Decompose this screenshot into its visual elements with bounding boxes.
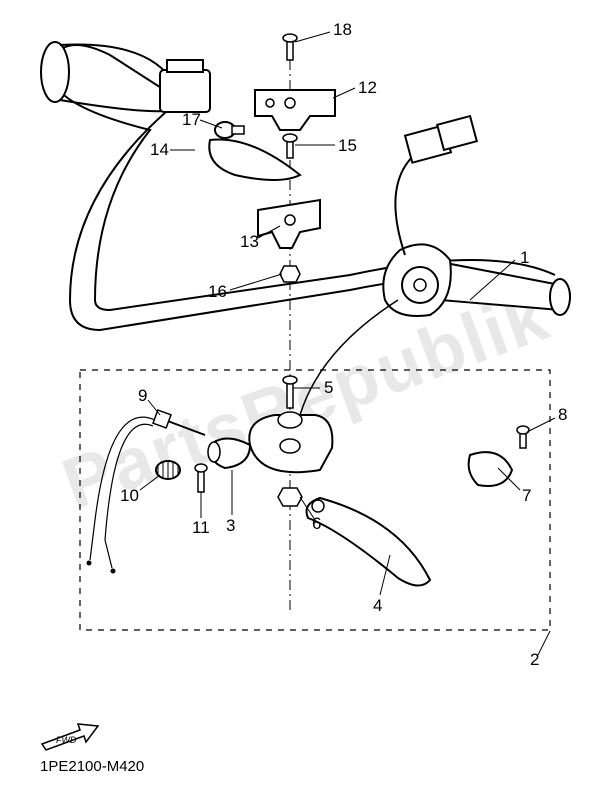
callout-10: 10 bbox=[120, 486, 139, 506]
callout-4: 4 bbox=[373, 596, 382, 616]
callout-5: 5 bbox=[324, 378, 333, 398]
callout-1: 1 bbox=[520, 248, 529, 268]
callout-3: 3 bbox=[226, 516, 235, 536]
callout-8: 8 bbox=[558, 405, 567, 425]
callout-2: 2 bbox=[530, 650, 539, 670]
part-code: 1PE2100-M420 bbox=[40, 758, 144, 775]
callout-17: 17 bbox=[182, 110, 201, 130]
fwd-label: FWD bbox=[56, 735, 77, 745]
callout-6: 6 bbox=[312, 514, 321, 534]
parts-diagram: PartsRepublik bbox=[0, 0, 612, 800]
callout-9: 9 bbox=[138, 386, 147, 406]
callout-16: 16 bbox=[208, 282, 227, 302]
callout-13: 13 bbox=[240, 232, 259, 252]
callout-18: 18 bbox=[333, 20, 352, 40]
callout-14: 14 bbox=[150, 140, 169, 160]
callout-7: 7 bbox=[522, 486, 531, 506]
callout-11: 11 bbox=[192, 518, 210, 538]
callout-15: 15 bbox=[338, 136, 357, 156]
callout-12: 12 bbox=[358, 78, 377, 98]
fwd-arrow-icon: FWD bbox=[40, 720, 86, 744]
schematic-svg bbox=[0, 0, 612, 800]
